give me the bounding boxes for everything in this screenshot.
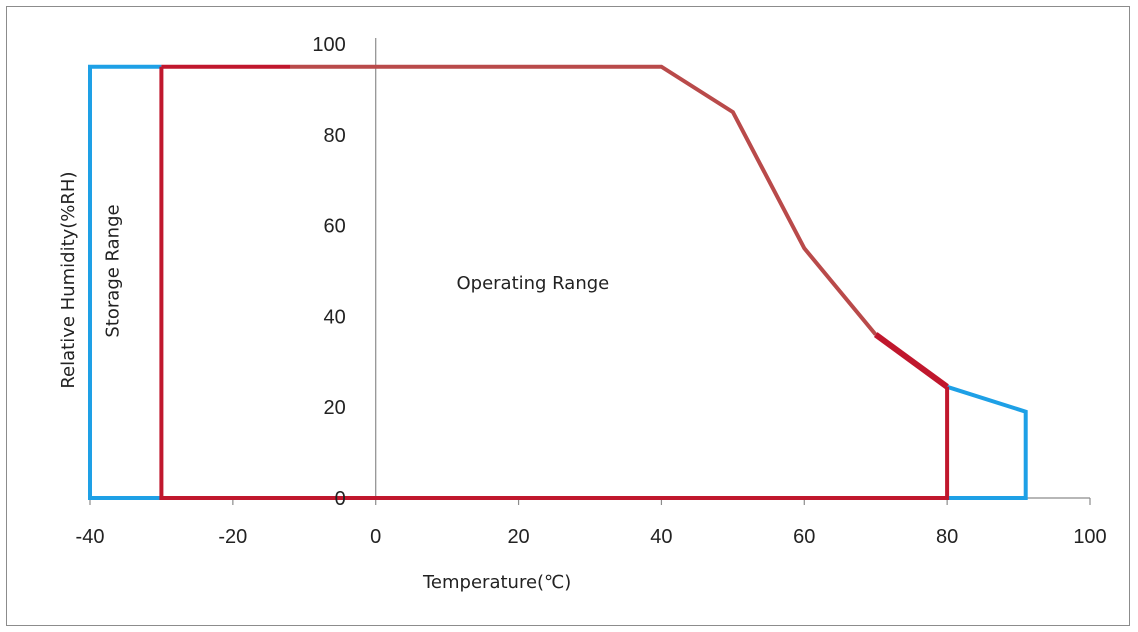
x-axis-title: Temperature(℃)	[422, 572, 571, 593]
y-axis-title: Relative Humidity(%RH)	[58, 172, 79, 389]
y-tick-label: 100	[312, 34, 345, 56]
y-tick-label: 0	[335, 488, 346, 510]
y-tick-label: 20	[323, 397, 345, 419]
x-tick-label: -20	[218, 526, 247, 548]
series-lines	[88, 64, 1028, 500]
chart-frame	[6, 6, 1130, 626]
y-tick-label: 40	[323, 306, 345, 328]
x-tick-label: 60	[793, 526, 815, 548]
tick-labels: -40 -20 0 20 40 60 80 100 0 20 40 60 80 100	[76, 34, 1107, 548]
series-line	[159, 66, 950, 500]
series-line	[290, 64, 878, 336]
x-tick-label: 100	[1073, 526, 1106, 548]
y-tick-label: 80	[323, 125, 345, 147]
x-tick-label: 80	[936, 526, 958, 548]
x-tick-label: -40	[76, 526, 105, 548]
axes	[89, 38, 1091, 505]
annotation-storage-range: Storage Range	[103, 204, 124, 337]
x-tick-label: 40	[650, 526, 672, 548]
y-tick-label: 60	[323, 216, 345, 238]
annotation-operating-range: Operating Range	[456, 273, 609, 294]
x-tick-label: 20	[507, 526, 529, 548]
x-tick-label: 0	[370, 526, 381, 548]
series-line	[873, 332, 949, 390]
